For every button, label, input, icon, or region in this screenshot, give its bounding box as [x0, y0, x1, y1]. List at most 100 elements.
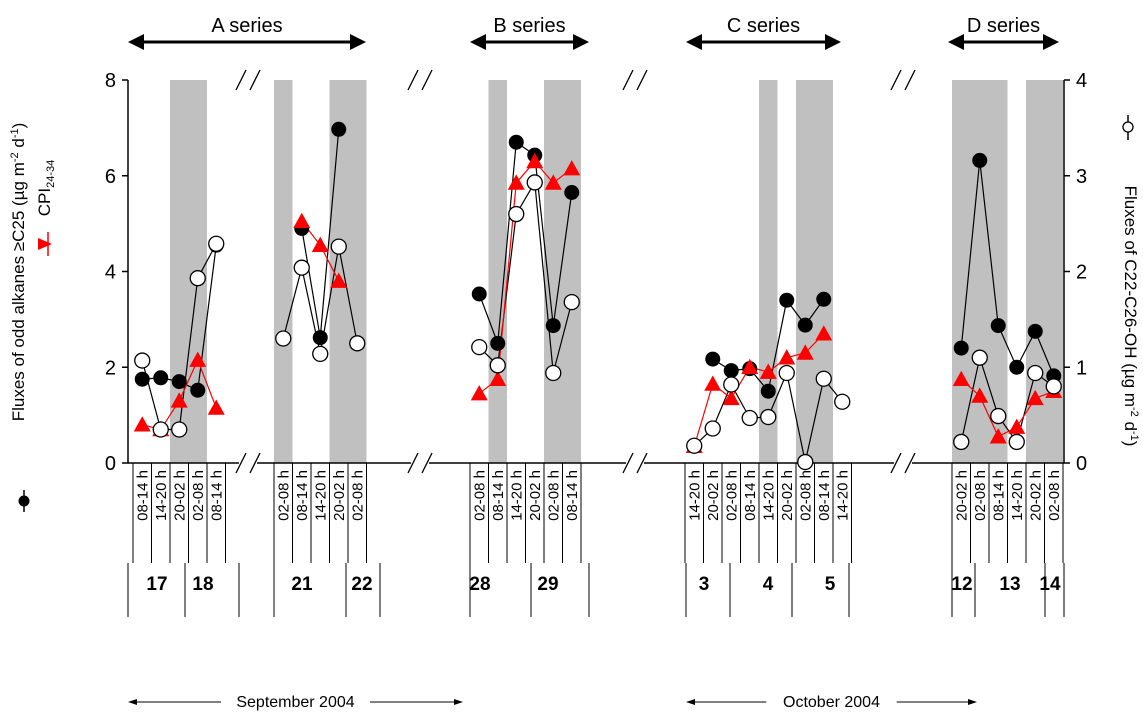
odd-alkane-point	[564, 185, 580, 201]
odd-alkane-point	[153, 370, 169, 386]
axis-break-gap	[626, 77, 644, 83]
alkanol-point	[349, 335, 366, 352]
left-axis-legend-odd	[18, 490, 30, 512]
alkanol-point	[171, 421, 188, 438]
night-band	[274, 80, 293, 463]
odd-alkane-point	[508, 134, 524, 150]
time-slot-label: 14-20 h	[686, 470, 703, 521]
alkanol-point	[797, 453, 814, 471]
cpi-point	[778, 349, 796, 365]
right-tick-label: 1	[1076, 357, 1087, 379]
cpi-point	[1026, 389, 1044, 406]
axis-break-mark	[421, 69, 433, 91]
time-slot-label: 02-08 h	[275, 470, 292, 521]
odd-series-line	[960, 160, 1055, 377]
series-arrow-head	[470, 34, 486, 50]
alkanol-point	[508, 205, 525, 223]
right-tick-label: 2	[1076, 262, 1087, 284]
alkanol-point	[563, 293, 580, 311]
alkanol-point	[778, 364, 795, 382]
month-arrow-head	[454, 699, 463, 705]
cpi-legend-marker	[38, 232, 52, 256]
x-axis-time-labels: 08-14 h 14-20 h 20-02 h 02-08 h 08-14 h 02-08…	[132, 463, 1064, 563]
day-label: 29	[537, 574, 558, 595]
alkanol-point	[471, 338, 488, 356]
axis-break-gap	[894, 460, 912, 466]
axis-break-gap	[411, 460, 429, 466]
time-slot-label: 20-02 h	[705, 470, 722, 521]
time-slot-label: 20-02 h	[527, 470, 544, 521]
time-slot-label: 08-14 h	[490, 470, 507, 521]
odd-alkane-point	[705, 351, 721, 367]
odd-alkane-point	[990, 318, 1006, 334]
series-arrow-head	[825, 34, 841, 50]
axis-break-mark	[904, 452, 916, 474]
axis-breaks	[235, 69, 916, 474]
alkanol-point	[990, 407, 1007, 425]
left-tick-label: 0	[105, 453, 116, 475]
odd-alkane-point	[816, 291, 832, 307]
time-slot-label: 02-08 h	[1046, 470, 1063, 521]
time-slot-label: 20-02 h	[1027, 470, 1044, 521]
alkanol-point	[545, 364, 562, 382]
time-slot-label: 14-20 h	[508, 470, 525, 521]
time-slot-label: 14-20 h	[834, 470, 851, 521]
cpi-point	[507, 174, 525, 190]
month-arrow-head	[686, 699, 695, 705]
day-labels: 17 18 21 22 28 29 3 4 5 12 13 14	[127, 563, 1065, 617]
series-group-label: B series	[493, 15, 565, 37]
time-slot-label: 08-14 h	[564, 470, 581, 521]
alkanol-point	[275, 330, 292, 347]
day-label: 13	[999, 574, 1020, 595]
time-slot-label: 02-08 h	[797, 470, 814, 521]
time-slot-label: 02-08 h	[190, 470, 207, 521]
alkanol-point	[815, 370, 832, 387]
day-label: 12	[951, 574, 972, 595]
left-tick-label: 4	[105, 262, 116, 284]
odd-alkane-point	[953, 340, 969, 356]
night-band	[329, 80, 367, 463]
alkanol-point	[526, 174, 543, 191]
time-slot-label: 14-20 h	[760, 470, 777, 521]
right-axis-title: Fluxes of C22-C26-OH (µg m-2 d-1)	[1121, 186, 1140, 447]
axis-ticks: 0 2 4 6 8 0 1 2 3 4	[105, 70, 1087, 475]
alkanol-point	[834, 393, 851, 410]
month-label: September 2004	[236, 694, 354, 711]
time-slot-label: 02-08 h	[471, 470, 488, 521]
month-label: October 2004	[783, 694, 880, 711]
alkanol-point	[312, 345, 329, 362]
alkanol-point	[686, 437, 703, 454]
month-labels: September 2004 October 2004	[128, 694, 977, 711]
right-tick-label: 3	[1076, 166, 1087, 188]
cpi-point	[971, 387, 989, 403]
odd-alkane-point	[1009, 359, 1025, 375]
day-label: 5	[825, 574, 836, 595]
axis-break-mark	[235, 69, 247, 91]
series-markers	[133, 121, 1063, 471]
odd-alkane-point	[490, 335, 506, 351]
alkanol-point	[704, 420, 721, 437]
time-slot-label: 02-08 h	[349, 470, 366, 521]
series-group-label: D series	[967, 15, 1040, 37]
time-slot-label: 20-02 h	[779, 470, 796, 521]
axis-break-mark	[407, 452, 419, 474]
axes	[127, 80, 1065, 464]
alkanol-point	[330, 238, 347, 255]
right-tick-label: 0	[1076, 453, 1087, 475]
odd-alkane-point	[471, 286, 487, 302]
alkanol-point	[1008, 433, 1025, 451]
svg-text:CPI24-34: CPI24-34	[35, 160, 57, 216]
time-slot-label: 14-20 h	[1009, 470, 1026, 521]
odd-alkane-point	[1027, 323, 1043, 339]
time-slot-label: 08-14 h	[134, 470, 151, 521]
cpi-point	[544, 174, 562, 190]
day-label: 4	[763, 574, 774, 595]
night-band	[759, 80, 778, 463]
series-arrow-head	[948, 34, 964, 50]
time-slot-label: 20-02 h	[171, 470, 188, 521]
odd-alkane-point	[760, 383, 776, 399]
series-arrow-head	[686, 34, 702, 50]
day-label: 22	[351, 574, 372, 595]
day-label: 14	[1039, 574, 1061, 595]
time-slot-label: 08-14 h	[990, 470, 1007, 521]
